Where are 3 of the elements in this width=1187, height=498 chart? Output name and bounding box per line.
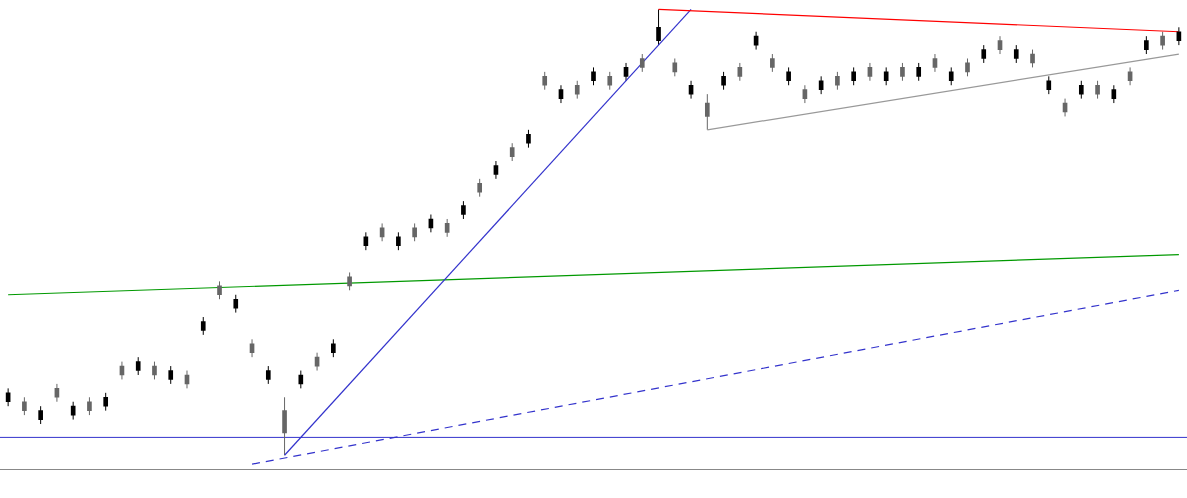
- candlestick: [282, 396, 287, 456]
- candlestick: [704, 93, 710, 131]
- candlestick: [656, 8, 661, 46]
